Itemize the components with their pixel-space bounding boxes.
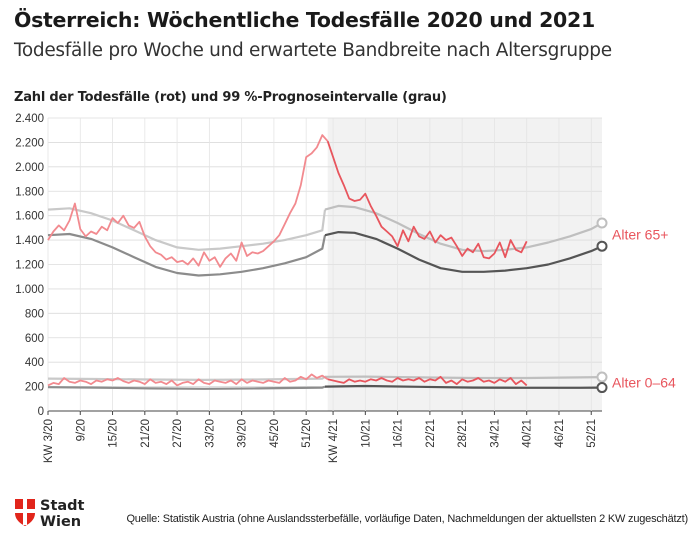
observed-line	[327, 375, 528, 387]
series-label: Alter 0–64	[612, 374, 676, 390]
x-tick-label: 15/20	[108, 419, 120, 448]
x-tick-label: 10/21	[360, 419, 372, 448]
series-labels: Alter 65+ Alter 0–64	[612, 227, 676, 391]
x-tick-label: 16/21	[393, 419, 405, 448]
y-tick-label: 2.200	[15, 137, 44, 149]
y-tick-label: 800	[25, 308, 44, 320]
band-upper-end-marker	[596, 217, 608, 229]
x-tick-label: 51/20	[301, 419, 313, 448]
grid-lines	[47, 117, 602, 412]
band-lower-end-marker	[596, 382, 608, 394]
y-tick-label: 400	[25, 357, 44, 369]
y-tick-label: 2.000	[15, 162, 44, 174]
band-lower-line	[324, 231, 603, 273]
y-tick-label: 1.800	[15, 186, 44, 198]
axes: 0 200 400 600 800 1.000 1.200 1.400 1.600 1.800 2.…	[15, 113, 598, 463]
y-tick-label: 1.000	[15, 284, 44, 296]
band-lower-line	[47, 232, 327, 277]
x-tick-label: 9/20	[75, 419, 87, 441]
chart-title: Österreich: Wöchentliche Todesfälle 2020…	[14, 8, 595, 32]
source-note: Quelle: Statistik Austria (ohne Auslands…	[126, 513, 688, 525]
x-tick-label: 28/21	[457, 419, 469, 448]
x-tick-label: 45/20	[269, 419, 281, 448]
band-upper-end-marker	[596, 371, 608, 383]
x-tick-label: 27/20	[172, 419, 184, 448]
logo-text: Stadt Wien	[40, 498, 84, 530]
y-tick-label: 0	[38, 406, 44, 418]
x-tick-label: 40/21	[522, 419, 534, 448]
observed-line	[47, 373, 329, 387]
band-upper-line	[47, 207, 327, 251]
y-axis-title: Zahl der Todesfälle (rot) und 99 %-Progn…	[14, 90, 447, 105]
series-label: Alter 65+	[612, 227, 668, 243]
observed-line	[47, 134, 329, 268]
logo-line1: Stadt	[40, 498, 85, 514]
y-tick-label: 600	[25, 333, 44, 345]
y-tick-label: 1.600	[15, 211, 44, 223]
band-lower-line	[324, 384, 603, 389]
x-tick-label: 21/20	[140, 419, 152, 448]
band-lower-end-marker	[596, 240, 608, 252]
band-upper-line	[324, 375, 603, 380]
x-tick-label: 46/21	[554, 419, 566, 448]
x-tick-label: KW 4/21	[328, 419, 340, 463]
x-tick-label: 34/21	[489, 419, 501, 448]
y-tick-label: 2.400	[15, 113, 44, 125]
prediction-bands	[47, 204, 608, 394]
x-tick-label: 52/21	[586, 419, 598, 448]
band-upper-line	[47, 375, 326, 381]
y-tick-label: 200	[25, 382, 44, 394]
y-tick-label: 1.400	[15, 235, 44, 247]
band-upper-line	[324, 204, 603, 253]
city-shield-icon	[15, 499, 35, 526]
y-tick-label: 1.200	[15, 260, 44, 272]
x-tick-label: 33/20	[204, 419, 216, 448]
stadt-wien-logo	[14, 497, 68, 537]
x-tick-label: 22/21	[425, 419, 437, 448]
chart-subtitle: Todesfälle pro Woche und erwartete Bandb…	[14, 40, 612, 61]
band-lower-line	[47, 385, 326, 390]
logo-line2: Wien	[40, 514, 82, 530]
observed-deaths	[47, 134, 528, 387]
observed-line	[326, 140, 528, 260]
x-tick-label: 39/20	[237, 419, 249, 448]
x-tick-label: KW 3/20	[43, 419, 55, 463]
